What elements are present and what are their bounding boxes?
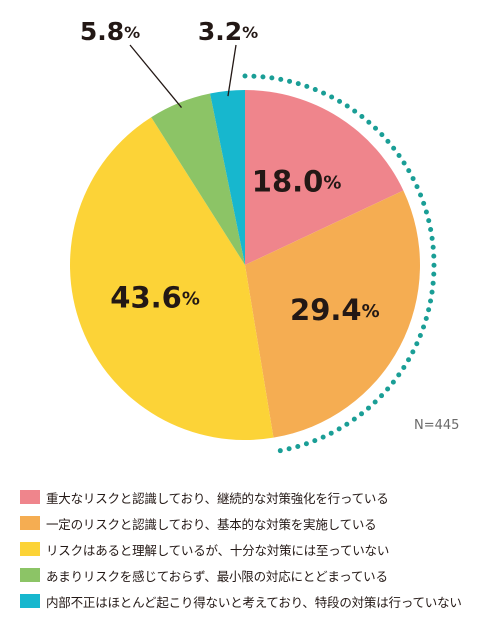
pie-slice [245,90,404,265]
leader-lines [129,44,237,108]
legend-item: 一定のリスクと認識しており、基本的な対策を実施している [20,513,495,533]
legend-item: あまりリスクを感じておらず、最小限の対応にとどまっている [20,565,495,585]
pie-chart: 18.0% 29.4% 43.6% 5.8% 3.2% [70,17,437,454]
slice-value-label: 5.8% [80,17,140,46]
slice-value-label: 29.4% [290,293,380,327]
legend-label: 一定のリスクと認識しており、基本的な対策を実施している [46,516,377,532]
slice-value-label: 3.2% [198,17,258,46]
leader-line [227,44,237,97]
highlight-dotted-arc [242,73,437,454]
legend-item: リスクはあると理解しているが、十分な対策には至っていない [20,539,495,559]
legend-label: あまりリスクを感じておらず、最小限の対応にとどまっている [46,568,388,584]
leader-line [129,44,183,108]
legend-swatch [20,516,40,530]
legend-item: 重大なリスクと認識しており、継続的な対策強化を行っている [20,487,495,507]
slice-value-label: 43.6% [110,280,200,314]
legend: 重大なリスクと認識しており、継続的な対策強化を行っている 一定のリスクと認識して… [20,487,495,617]
slice-value-label: 18.0% [252,165,342,199]
sample-size-label: N=445 [414,418,460,433]
legend-swatch [20,568,40,582]
legend-swatch [20,542,40,556]
pie-slice [245,190,420,438]
legend-item: 内部不正はほとんど起こり得ないと考えており、特段の対策は行っていない [20,591,495,611]
pie-slices [70,90,420,440]
legend-swatch [20,594,40,608]
pie-slice [210,90,245,265]
legend-swatch [20,490,40,504]
legend-label: 重大なリスクと認識しており、継続的な対策強化を行っている [46,490,389,506]
pie-slice [70,117,274,440]
legend-label: リスクはあると理解しているが、十分な対策には至っていない [46,542,390,558]
pie-slice [151,93,245,266]
slice-labels: 18.0% 29.4% 43.6% 5.8% 3.2% [80,17,380,327]
legend-label: 内部不正はほとんど起こり得ないと考えており、特段の対策は行っていない [46,594,462,610]
